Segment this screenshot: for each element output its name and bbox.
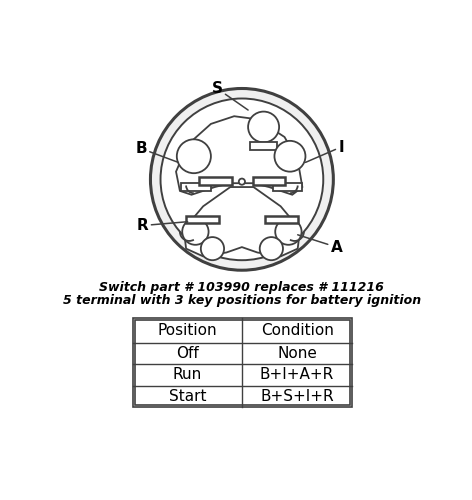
Polygon shape bbox=[176, 116, 303, 194]
Circle shape bbox=[275, 218, 302, 245]
Text: B+S+I+R: B+S+I+R bbox=[260, 389, 334, 404]
Circle shape bbox=[151, 88, 333, 270]
Circle shape bbox=[239, 178, 245, 184]
Text: Run: Run bbox=[173, 368, 202, 382]
FancyBboxPatch shape bbox=[265, 216, 298, 223]
Text: Position: Position bbox=[158, 323, 217, 338]
Text: None: None bbox=[277, 346, 317, 361]
Polygon shape bbox=[184, 187, 300, 256]
FancyBboxPatch shape bbox=[181, 183, 211, 191]
Circle shape bbox=[248, 112, 279, 142]
Text: Condition: Condition bbox=[261, 323, 334, 338]
Bar bbox=[135, 320, 350, 405]
Circle shape bbox=[274, 141, 305, 172]
Circle shape bbox=[160, 98, 323, 260]
Bar bbox=[133, 318, 352, 408]
FancyBboxPatch shape bbox=[186, 216, 219, 223]
FancyBboxPatch shape bbox=[273, 183, 303, 191]
Circle shape bbox=[182, 218, 209, 245]
Text: 5 terminal with 3 key positions for battery ignition: 5 terminal with 3 key positions for batt… bbox=[63, 294, 421, 306]
Text: B: B bbox=[135, 141, 178, 163]
Text: R: R bbox=[137, 218, 188, 233]
Text: Start: Start bbox=[169, 389, 206, 404]
Text: I: I bbox=[305, 140, 344, 162]
FancyBboxPatch shape bbox=[253, 177, 285, 184]
FancyBboxPatch shape bbox=[199, 177, 232, 184]
Circle shape bbox=[177, 140, 211, 173]
FancyBboxPatch shape bbox=[250, 142, 277, 150]
Text: Off: Off bbox=[176, 346, 199, 361]
Text: B+I+A+R: B+I+A+R bbox=[260, 368, 334, 382]
Circle shape bbox=[260, 237, 283, 260]
Circle shape bbox=[201, 237, 224, 260]
Text: S: S bbox=[211, 81, 248, 110]
Text: Switch part # 103990 replaces # 111216: Switch part # 103990 replaces # 111216 bbox=[100, 280, 384, 293]
Text: A: A bbox=[298, 235, 342, 255]
